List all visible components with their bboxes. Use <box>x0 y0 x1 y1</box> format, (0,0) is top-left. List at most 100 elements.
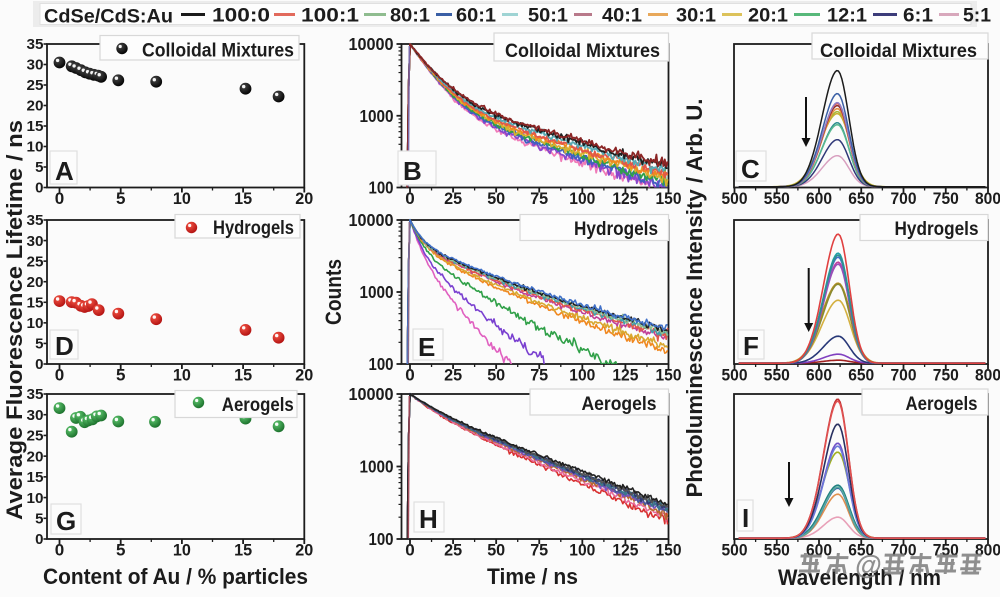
svg-text:Time / ns: Time / ns <box>487 564 578 589</box>
svg-text:D: D <box>55 331 74 361</box>
svg-text:15: 15 <box>27 469 44 486</box>
svg-text:10000: 10000 <box>349 210 394 230</box>
svg-text:20:1: 20:1 <box>748 6 788 27</box>
svg-text:10: 10 <box>27 139 44 156</box>
svg-text:20: 20 <box>295 366 313 385</box>
svg-text:150: 150 <box>656 366 682 385</box>
svg-text:550: 550 <box>764 366 790 385</box>
svg-text:75: 75 <box>530 189 548 208</box>
svg-text:30: 30 <box>27 233 44 250</box>
svg-text:15: 15 <box>234 541 252 560</box>
svg-text:Aerogels: Aerogels <box>222 394 294 416</box>
svg-text:600: 600 <box>806 366 832 385</box>
svg-text:C: C <box>741 154 760 184</box>
svg-text:0: 0 <box>405 189 414 208</box>
svg-text:550: 550 <box>764 189 790 208</box>
svg-text:50: 50 <box>487 189 505 208</box>
svg-text:1000: 1000 <box>360 457 394 477</box>
svg-text:0: 0 <box>405 366 414 385</box>
svg-text:@: @ <box>854 549 884 580</box>
svg-text:A: A <box>55 156 74 186</box>
svg-text:15: 15 <box>234 366 252 385</box>
svg-text:15: 15 <box>234 189 252 208</box>
svg-text:0: 0 <box>55 366 64 385</box>
svg-text:50: 50 <box>487 541 505 560</box>
svg-text:100:1: 100:1 <box>301 6 359 27</box>
svg-text:100: 100 <box>569 366 595 385</box>
svg-text:F: F <box>743 331 759 361</box>
svg-text:Colloidal Mixtures: Colloidal Mixtures <box>505 40 660 62</box>
svg-text:Aerogels: Aerogels <box>582 393 657 415</box>
svg-text:25: 25 <box>27 253 44 270</box>
svg-text:150: 150 <box>656 189 682 208</box>
svg-text:H: H <box>419 504 438 534</box>
svg-text:0: 0 <box>55 541 64 560</box>
svg-text:650: 650 <box>848 541 874 560</box>
svg-text:500: 500 <box>722 189 748 208</box>
svg-text:30: 30 <box>27 57 44 74</box>
svg-text:75: 75 <box>530 541 548 560</box>
svg-text:Hydrogels: Hydrogels <box>895 218 979 240</box>
svg-text:12:1: 12:1 <box>827 6 867 27</box>
svg-text:25: 25 <box>444 366 462 385</box>
svg-text:10: 10 <box>27 490 44 507</box>
svg-text:CdSe/CdS:Au: CdSe/CdS:Au <box>44 7 173 28</box>
svg-text:1000: 1000 <box>360 282 394 302</box>
svg-text:B: B <box>403 156 422 186</box>
svg-text:25: 25 <box>27 77 44 94</box>
svg-text:Photoluminescence Intensity /: Photoluminescence Intensity / Arb. U. <box>682 99 707 498</box>
svg-text:15: 15 <box>27 118 44 135</box>
svg-text:20: 20 <box>295 541 313 560</box>
svg-text:50: 50 <box>487 366 505 385</box>
svg-text:6:1: 6:1 <box>903 6 933 27</box>
svg-text:Hydrogels: Hydrogels <box>574 218 658 240</box>
svg-text:0: 0 <box>35 356 43 373</box>
svg-text:25: 25 <box>444 189 462 208</box>
svg-text:20: 20 <box>27 98 44 115</box>
svg-text:20: 20 <box>27 274 44 291</box>
svg-text:700: 700 <box>891 366 917 385</box>
svg-text:40:1: 40:1 <box>602 6 642 27</box>
svg-text:0: 0 <box>35 531 43 548</box>
svg-text:25: 25 <box>444 541 462 560</box>
svg-text:600: 600 <box>806 189 832 208</box>
svg-text:35: 35 <box>27 386 44 403</box>
svg-text:700: 700 <box>891 189 917 208</box>
svg-text:Colloidal Mixtures: Colloidal Mixtures <box>820 40 977 62</box>
svg-text:125: 125 <box>612 541 638 560</box>
svg-text:30:1: 30:1 <box>676 6 716 27</box>
svg-text:75: 75 <box>530 366 548 385</box>
svg-text:800: 800 <box>975 189 1000 208</box>
svg-text:G: G <box>56 506 76 536</box>
svg-text:500: 500 <box>722 541 748 560</box>
svg-text:500: 500 <box>722 366 748 385</box>
svg-text:750: 750 <box>933 189 959 208</box>
svg-text:800: 800 <box>975 541 1000 560</box>
svg-text:100: 100 <box>569 541 595 560</box>
svg-text:80:1: 80:1 <box>390 6 430 27</box>
svg-text:10000: 10000 <box>349 34 394 54</box>
svg-text:Counts: Counts <box>321 259 346 325</box>
svg-text:25: 25 <box>27 428 44 445</box>
svg-text:30: 30 <box>27 407 44 424</box>
svg-text:20: 20 <box>27 448 44 465</box>
svg-text:150: 150 <box>656 541 682 560</box>
svg-text:1000: 1000 <box>360 106 394 126</box>
svg-text:650: 650 <box>848 189 874 208</box>
svg-text:100: 100 <box>369 178 394 198</box>
svg-text:Content of Au / % particles: Content of Au / % particles <box>43 564 308 589</box>
svg-text:Colloidal Mixtures: Colloidal Mixtures <box>142 40 294 62</box>
svg-text:10000: 10000 <box>349 384 394 404</box>
svg-text:100:0: 100:0 <box>212 6 270 27</box>
svg-text:15: 15 <box>27 295 44 312</box>
svg-text:Aerogels: Aerogels <box>906 393 978 415</box>
svg-text:10: 10 <box>173 366 191 385</box>
svg-text:35: 35 <box>27 36 44 53</box>
svg-text:100: 100 <box>569 189 595 208</box>
svg-text:0: 0 <box>405 541 414 560</box>
svg-text:Hydrogels: Hydrogels <box>213 217 294 239</box>
svg-text:5: 5 <box>35 336 43 353</box>
svg-text:E: E <box>418 332 435 362</box>
svg-text:650: 650 <box>848 366 874 385</box>
svg-text:10: 10 <box>173 541 191 560</box>
